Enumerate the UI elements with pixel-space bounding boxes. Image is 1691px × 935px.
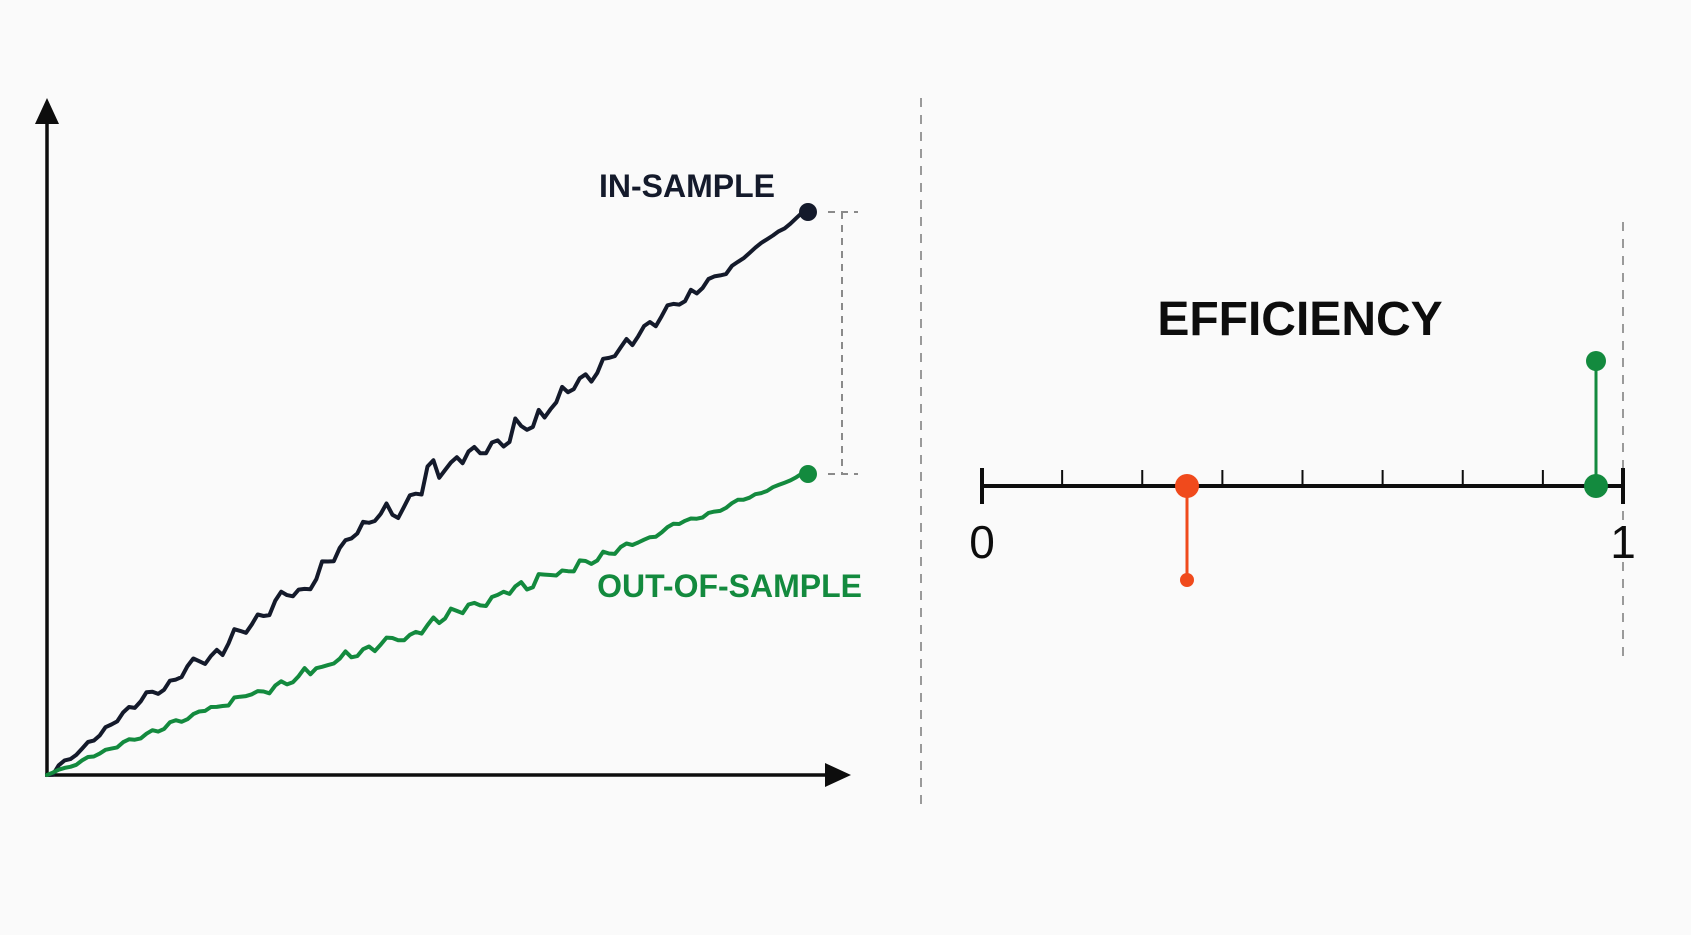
in-sample-endpoint [799, 203, 817, 221]
green-marker-base-dot [1584, 474, 1608, 498]
scale-max-label: 1 [1610, 516, 1636, 568]
out-of-sample-curve [45, 471, 810, 777]
performance-chart: IN-SAMPLE OUT-OF-SAMPLE [35, 98, 862, 787]
gap-bracket [828, 211, 858, 475]
x-axis-arrow [825, 763, 851, 787]
in-sample-curve [45, 210, 810, 777]
green-marker [1584, 351, 1608, 498]
out-of-sample-endpoint [799, 465, 817, 483]
efficiency-title: EFFICIENCY [1157, 293, 1442, 346]
scale-min-label: 0 [969, 516, 995, 568]
out-of-sample-label: OUT-OF-SAMPLE [597, 568, 862, 604]
green-marker-tip-dot [1586, 351, 1606, 371]
red-marker [1175, 474, 1199, 587]
efficiency-scale: EFFICIENCY 0 1 [969, 222, 1636, 662]
red-marker-base-dot [1175, 474, 1199, 498]
y-axis-arrow [35, 98, 59, 124]
minor-ticks [1061, 470, 1544, 486]
in-sample-label: IN-SAMPLE [599, 168, 775, 204]
red-marker-tip-dot [1180, 573, 1194, 587]
